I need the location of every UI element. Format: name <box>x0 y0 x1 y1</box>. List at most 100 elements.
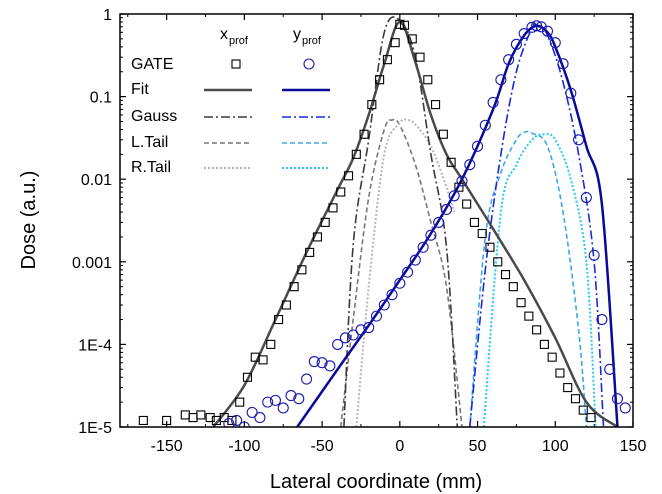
x-gate-point <box>500 270 511 280</box>
y-gate-point <box>588 249 600 261</box>
y-gate-point <box>487 96 499 108</box>
y-tick-label: 1E-4 <box>78 337 112 354</box>
x-gate-point <box>586 413 596 423</box>
x-gate-point <box>266 339 276 349</box>
y-gate-point <box>378 299 390 311</box>
y-gate-point <box>355 324 367 336</box>
y-gate-point <box>254 412 266 424</box>
y-gate-point <box>339 332 351 344</box>
x-gate-point <box>524 311 534 321</box>
x-gauss-curve <box>343 16 459 427</box>
x-gate-point <box>382 55 392 65</box>
y-gate-point <box>433 216 445 228</box>
plot-area <box>138 16 631 427</box>
y-gate-point <box>440 203 453 216</box>
y-gate-point <box>425 229 437 241</box>
x-gate-point <box>516 298 526 308</box>
x-gate-point <box>375 75 385 85</box>
y-gate-point <box>409 254 421 266</box>
y-gate-point <box>495 74 507 86</box>
x-gate-point <box>415 52 425 62</box>
x-gate-point <box>446 157 456 167</box>
x-gate-point <box>407 34 417 44</box>
y-gate-point <box>316 357 328 369</box>
x-gate-point <box>462 199 472 209</box>
x-tick-label: 50 <box>469 438 487 455</box>
legend-label-ltail: L.Tail <box>131 134 168 151</box>
y-tick-label: 0.001 <box>72 255 112 272</box>
legend: xprof yprof GATE Fit Gauss L.Tail R.Tail <box>131 26 330 176</box>
x-gate-point <box>532 325 542 335</box>
x-gate-point <box>343 171 354 181</box>
x-gate-point <box>563 383 573 393</box>
y-gate-point <box>448 190 460 202</box>
x-tick-label: -50 <box>311 438 334 455</box>
x-tick-label: 100 <box>542 438 569 455</box>
y-gate-point <box>541 25 554 37</box>
y-gate-point <box>464 159 476 171</box>
x-gate-point <box>454 182 464 192</box>
x-gate-point <box>359 129 369 139</box>
x-gate-point <box>438 129 448 139</box>
y-gate-point <box>386 289 398 301</box>
y-gate-point <box>549 37 561 49</box>
x-gate-point <box>312 232 322 242</box>
x-gate-point <box>485 242 495 252</box>
x-gate-point <box>281 300 291 310</box>
x-gate-point <box>469 217 479 227</box>
x-gate-point <box>205 413 215 423</box>
x-gate-point <box>493 257 503 267</box>
y-axis: 1E-5 1E-4 0.001 0.01 0.1 1 <box>72 7 633 437</box>
y-gate-point <box>262 396 274 408</box>
x-tick-label: -100 <box>228 438 260 455</box>
y-tick-label: 0.1 <box>90 90 112 107</box>
legend-header-y: yprof <box>293 26 322 47</box>
y-gate-point <box>347 329 359 341</box>
x-gate-point <box>390 38 400 48</box>
x-gate-point <box>351 149 361 159</box>
y-gate-point <box>565 87 577 99</box>
y-gate-point <box>363 321 375 334</box>
x-gate-point <box>320 217 330 227</box>
x-ltail-curve <box>339 118 463 427</box>
x-gate-point <box>399 20 410 30</box>
x-fit-curve <box>212 20 619 427</box>
y-gate-point <box>531 20 543 32</box>
y-gate-point <box>277 402 289 414</box>
x-gate-point <box>570 394 581 404</box>
x-tick-label: 0 <box>395 438 404 455</box>
legend-x-gate-marker <box>231 59 241 69</box>
y-gate-point <box>471 140 484 152</box>
y-tick-label: 0.01 <box>81 172 112 189</box>
y-axis-title: Dose (a.u.) <box>18 171 40 270</box>
y-gate-point <box>604 363 616 375</box>
y-gate-point <box>223 418 235 427</box>
x-axis: -150 -100 -50 0 50 100 150 <box>127 14 646 455</box>
x-gate-point <box>367 100 377 110</box>
y-gate-point <box>394 277 406 289</box>
y-gate-point <box>456 175 468 187</box>
y-gate-point <box>596 313 608 326</box>
x-gate-point <box>227 415 237 426</box>
x-gate-point <box>578 405 588 415</box>
y-tick-label: 1 <box>103 7 112 24</box>
x-gate-point <box>242 372 253 382</box>
legend-y-gate-marker <box>303 58 315 70</box>
legend-label-gauss: Gauss <box>131 108 177 125</box>
y-gate-point <box>246 406 258 419</box>
y-gate-point <box>332 338 344 350</box>
y-gate-point <box>573 134 585 146</box>
y-gate-point <box>518 27 530 40</box>
x-gate-point <box>305 247 315 257</box>
y-gate-point <box>269 394 282 406</box>
x-gate-point <box>138 415 148 426</box>
y-gate-point <box>293 393 305 405</box>
x-gate-point <box>258 355 268 365</box>
legend-label-fit: Fit <box>131 81 149 98</box>
y-gate-point <box>503 54 515 66</box>
x-rtail-curve <box>355 118 456 427</box>
x-gate-point <box>180 410 190 420</box>
y-gate-point <box>580 191 592 204</box>
y-gate-point <box>402 266 414 278</box>
